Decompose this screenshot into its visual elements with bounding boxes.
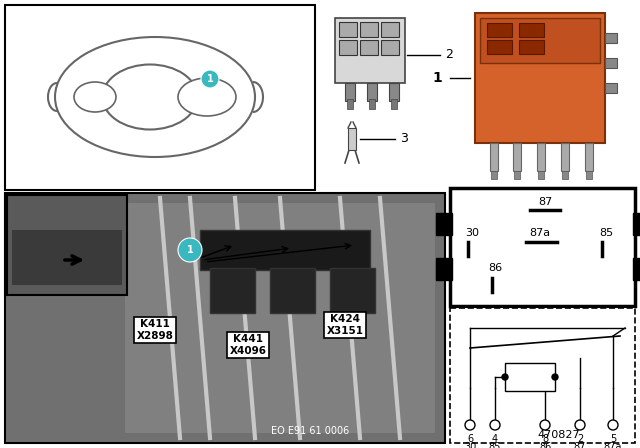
Circle shape: [178, 238, 202, 262]
Bar: [339, 40, 357, 55]
Bar: [5, 193, 445, 443]
Bar: [360, 22, 378, 37]
Text: 87: 87: [574, 442, 586, 448]
Circle shape: [490, 420, 500, 430]
Bar: [210, 268, 255, 313]
Text: 85: 85: [489, 442, 501, 448]
Text: 3: 3: [400, 133, 408, 146]
Bar: [633, 213, 640, 235]
Bar: [200, 230, 370, 270]
Bar: [491, 171, 497, 179]
Bar: [381, 22, 399, 37]
Bar: [389, 83, 399, 101]
Text: 2: 2: [577, 434, 583, 444]
Text: K424
X3151: K424 X3151: [326, 314, 364, 336]
Circle shape: [552, 374, 558, 380]
Text: K411
X2898: K411 X2898: [136, 319, 173, 341]
Circle shape: [502, 374, 508, 380]
Text: 5: 5: [610, 434, 616, 444]
Bar: [487, 23, 512, 37]
Text: K441
X4096: K441 X4096: [230, 334, 266, 356]
Bar: [436, 258, 452, 280]
Ellipse shape: [178, 78, 236, 116]
Bar: [562, 171, 568, 179]
Ellipse shape: [74, 82, 116, 112]
Bar: [270, 268, 315, 313]
Bar: [436, 213, 452, 235]
Bar: [487, 40, 512, 54]
Circle shape: [608, 420, 618, 430]
Text: 86: 86: [539, 442, 551, 448]
Bar: [330, 268, 375, 313]
Bar: [347, 99, 353, 109]
Bar: [519, 23, 544, 37]
Bar: [605, 83, 617, 93]
Bar: [360, 40, 378, 55]
Bar: [7, 195, 127, 295]
Bar: [369, 99, 375, 109]
Text: 470827: 470827: [538, 430, 580, 440]
Bar: [585, 143, 593, 171]
Bar: [633, 258, 640, 280]
Circle shape: [575, 420, 585, 430]
Text: 86: 86: [488, 263, 502, 273]
Circle shape: [201, 70, 219, 88]
Bar: [519, 40, 544, 54]
Bar: [381, 40, 399, 55]
Bar: [605, 58, 617, 68]
Text: 6: 6: [467, 434, 473, 444]
Bar: [5, 5, 315, 190]
Bar: [348, 128, 356, 150]
Bar: [335, 18, 405, 83]
Bar: [450, 308, 635, 443]
Bar: [475, 13, 605, 143]
Bar: [537, 143, 545, 171]
Bar: [586, 171, 592, 179]
Text: 30: 30: [465, 228, 479, 238]
Text: 1: 1: [207, 74, 213, 84]
Bar: [450, 188, 635, 306]
Text: 1: 1: [432, 71, 442, 85]
Text: 87: 87: [538, 197, 552, 207]
Text: 30: 30: [464, 442, 476, 448]
Bar: [490, 143, 498, 171]
Text: 87a: 87a: [529, 228, 550, 238]
Text: 4: 4: [492, 434, 498, 444]
Ellipse shape: [55, 37, 255, 157]
Text: 2: 2: [445, 48, 453, 61]
Bar: [538, 171, 544, 179]
Circle shape: [540, 420, 550, 430]
Text: 1: 1: [187, 245, 193, 255]
Bar: [339, 22, 357, 37]
Bar: [561, 143, 569, 171]
Bar: [605, 33, 617, 43]
Text: 85: 85: [599, 228, 613, 238]
Bar: [514, 171, 520, 179]
Bar: [480, 18, 600, 63]
Bar: [345, 83, 355, 101]
Bar: [505, 363, 555, 391]
Text: 87a: 87a: [604, 442, 622, 448]
Ellipse shape: [102, 65, 198, 129]
Bar: [125, 203, 435, 433]
Circle shape: [465, 420, 475, 430]
Text: 8: 8: [542, 434, 548, 444]
Bar: [12, 230, 122, 285]
Bar: [513, 143, 521, 171]
Text: EO E91 61 0006: EO E91 61 0006: [271, 426, 349, 436]
Bar: [391, 99, 397, 109]
Bar: [367, 83, 377, 101]
